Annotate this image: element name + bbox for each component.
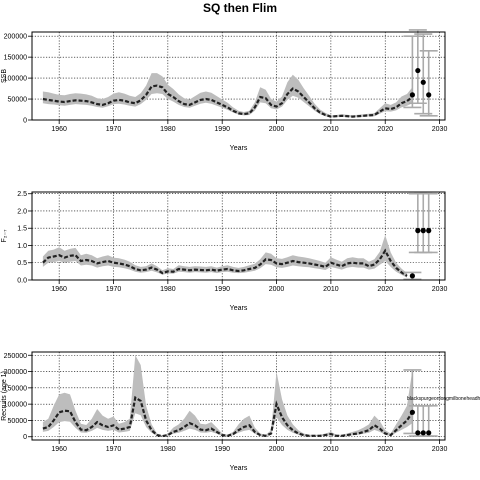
y-tick-label: 50000 <box>8 418 28 425</box>
annotation-label: blackspurgeonlongmilboneheadhad2025_fv <box>407 396 480 402</box>
x-tick-label: 1970 <box>106 286 122 293</box>
y-tick-label: 1.0 <box>17 243 27 250</box>
x-tick-label: 2030 <box>432 446 448 453</box>
x-tick-label: 1960 <box>51 446 67 453</box>
y-tick-label: 2.5 <box>17 191 27 198</box>
x-tick-label: 1960 <box>51 126 67 133</box>
y-tick-label: 2.0 <box>17 208 27 215</box>
x-tick-label: 1990 <box>214 446 230 453</box>
y-tick-label: 1.5 <box>17 226 27 233</box>
confidence-band <box>42 73 413 118</box>
x-tick-label: 2010 <box>323 126 339 133</box>
panel-2: 1960 1970 1980 1990 2000 2010 2020 2030 0.0 0.5 1.… <box>1 191 447 312</box>
y-tick-label: 150000 <box>4 385 27 392</box>
confidence-band <box>42 355 413 437</box>
y-axis-label: Recruits (age 1) <box>1 371 8 421</box>
projection-point <box>426 228 432 234</box>
projection-point <box>415 430 421 436</box>
y-tick-label: 0 <box>23 434 27 441</box>
y-tick-label: 200000 <box>4 34 27 41</box>
x-tick-label: 1980 <box>160 286 176 293</box>
x-axis-label: Years <box>230 305 248 312</box>
panel-1: 1960 1970 1980 1990 2000 2010 2020 2030 0 50000 10… <box>1 29 448 152</box>
x-tick-label: 2020 <box>377 126 393 133</box>
y-tick-label: 100000 <box>4 76 27 83</box>
panel-3: blackspurgeonlongmilboneheadhad2025_fv 19… <box>1 351 480 472</box>
x-tick-label: 2000 <box>269 126 285 133</box>
projection-point <box>426 92 432 98</box>
y-tick-label: 0.0 <box>17 278 27 285</box>
y-tick-label: 250000 <box>4 353 27 360</box>
projection-point <box>426 430 432 436</box>
projection-point <box>415 228 421 234</box>
plot-frame <box>31 31 446 121</box>
figure-title: SQ then Flim <box>203 1 277 15</box>
x-tick-label: 2020 <box>377 286 393 293</box>
y-axis-label: SSB <box>1 69 8 83</box>
series-line <box>42 248 408 277</box>
confidence-band <box>42 235 408 278</box>
x-tick-label: 2000 <box>269 446 285 453</box>
projection-point <box>409 409 415 415</box>
x-tick-label: 2020 <box>377 446 393 453</box>
y-tick-label: 0.5 <box>17 260 27 267</box>
x-axis-label: Years <box>230 465 248 472</box>
plot-frame <box>31 351 446 441</box>
x-tick-label: 2030 <box>432 126 448 133</box>
x-tick-label: 1980 <box>160 126 176 133</box>
y-tick-label: 0 <box>23 118 27 125</box>
projection-point <box>415 67 421 74</box>
x-tick-label: 1960 <box>51 286 67 293</box>
y-tick-label: 100000 <box>4 402 27 409</box>
x-axis-label: Years <box>230 145 248 152</box>
projection-point <box>409 92 415 98</box>
series-line <box>42 395 414 438</box>
projection-point <box>420 79 426 85</box>
x-tick-label: 1980 <box>160 446 176 453</box>
x-tick-label: 1990 <box>214 126 230 133</box>
x-tick-label: 2010 <box>323 446 339 453</box>
x-tick-label: 1970 <box>106 446 122 453</box>
y-tick-label: 200000 <box>4 369 27 376</box>
x-tick-label: 2010 <box>323 286 339 293</box>
y-axis-label: F₂₋₇ <box>1 229 8 243</box>
plot-frame <box>31 191 446 281</box>
x-tick-label: 1990 <box>214 286 230 293</box>
x-tick-label: 2000 <box>269 286 285 293</box>
projection-point <box>420 430 426 436</box>
projection-point <box>409 273 415 279</box>
x-tick-label: 1970 <box>106 126 122 133</box>
series-line <box>42 84 414 118</box>
x-tick-label: 2030 <box>432 286 448 293</box>
y-tick-label: 150000 <box>4 55 27 62</box>
projection-point <box>420 228 426 234</box>
y-tick-label: 50000 <box>8 97 28 104</box>
